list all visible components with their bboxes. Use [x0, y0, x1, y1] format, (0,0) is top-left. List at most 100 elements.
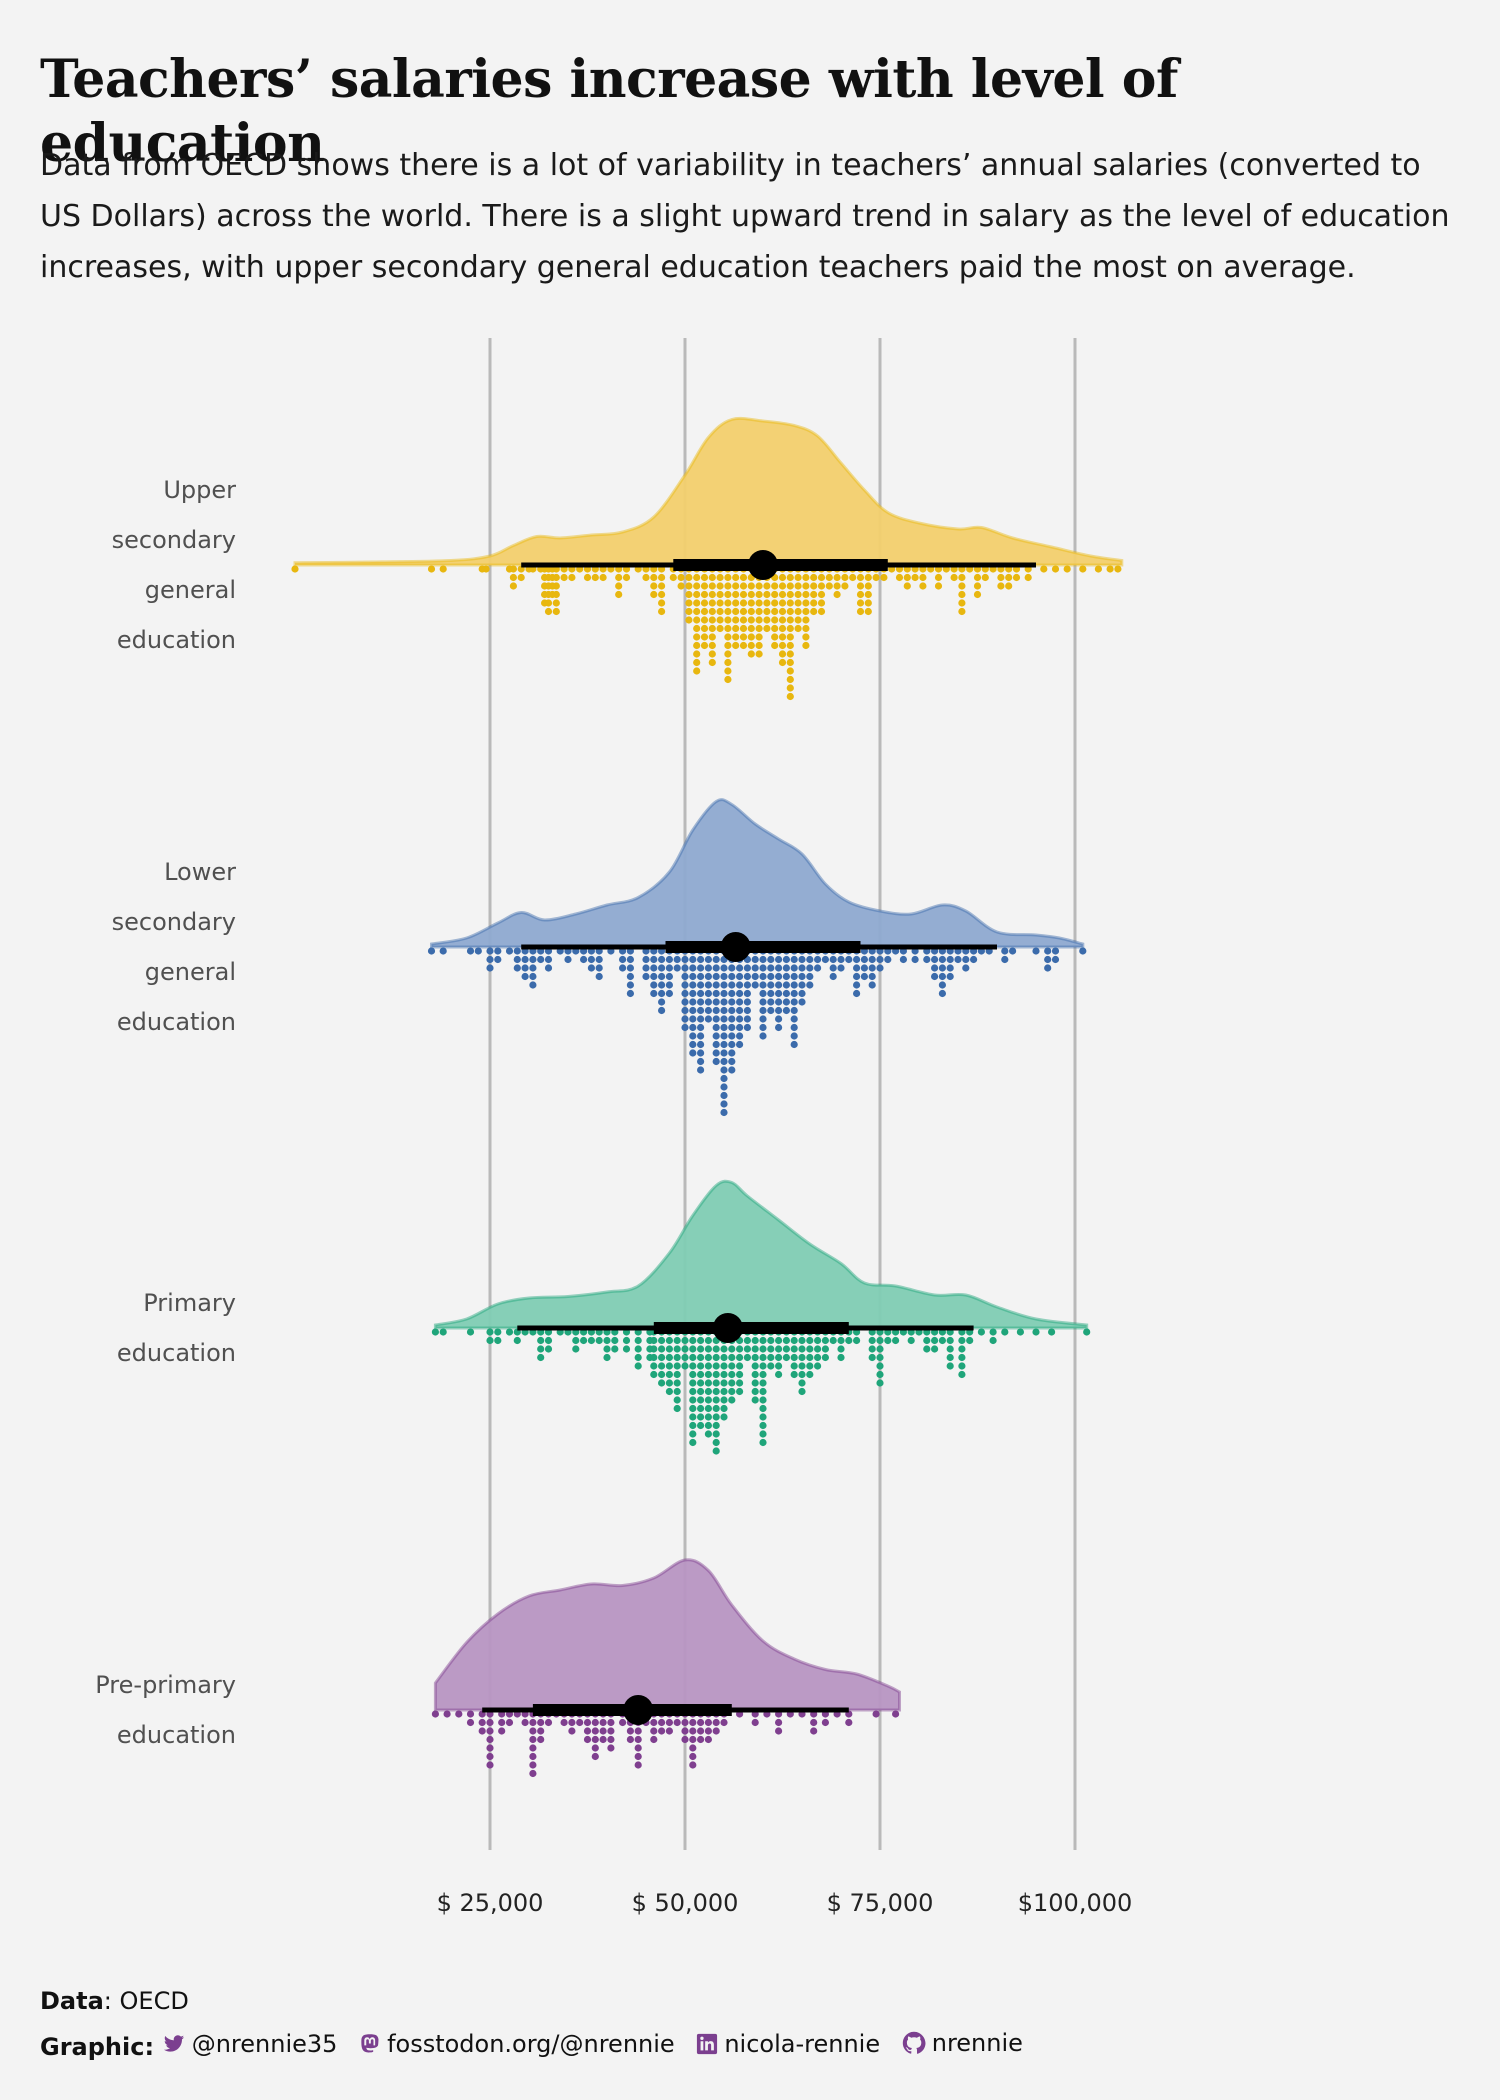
data-dot [728, 1362, 736, 1370]
data-dot [747, 616, 755, 624]
data-dot [689, 1023, 697, 1032]
data-dot [634, 1353, 642, 1362]
data-dot [689, 1353, 697, 1362]
data-dot [794, 573, 802, 582]
data-dot [482, 565, 490, 573]
data-dot [868, 1336, 876, 1345]
data-dot [665, 1336, 674, 1345]
data-dot [884, 1336, 892, 1345]
data-dot [868, 955, 876, 964]
data-dot [693, 590, 701, 599]
data-dot [806, 964, 814, 972]
data-dot [595, 972, 603, 981]
data-dot [427, 565, 436, 573]
data-dot [880, 573, 888, 582]
data-dot [712, 981, 720, 989]
data-dot [658, 972, 666, 981]
data-dot [712, 1345, 720, 1353]
data-dot [552, 582, 560, 590]
data-dot [845, 1336, 853, 1345]
data-dot [864, 573, 872, 582]
data-dot [693, 650, 701, 658]
data-dot [767, 1345, 775, 1353]
data-dot [790, 1362, 798, 1370]
data-dot [693, 616, 701, 624]
data-dot [1048, 1328, 1056, 1336]
data-dot [743, 1345, 752, 1353]
linkedin-credit[interactable]: nicola-rennie [696, 2029, 880, 2059]
data-dot [704, 1718, 713, 1727]
data-dot [665, 989, 674, 998]
data-dot [658, 1336, 666, 1345]
data-dot [494, 955, 502, 964]
data-dot [864, 590, 872, 599]
data-dot [427, 947, 436, 955]
data-dot [689, 1761, 697, 1769]
data-dot [817, 590, 826, 599]
data-dot [650, 972, 658, 981]
twitter-credit[interactable]: @nrennie35 [162, 2029, 337, 2059]
data-dot [658, 998, 666, 1006]
data-dot [767, 981, 775, 989]
data-dot [903, 582, 911, 590]
twitter-icon [163, 2035, 184, 2052]
data-dot [486, 1761, 494, 1769]
data-dot [700, 624, 709, 633]
data-dot [923, 955, 931, 964]
data-dot [521, 1718, 529, 1727]
data-dot [739, 590, 748, 599]
data-dot [853, 972, 861, 981]
data-dot [505, 1718, 514, 1727]
data-dot [603, 1336, 611, 1345]
data-dot [603, 1345, 611, 1353]
data-source: Data: OECD [40, 1986, 189, 2016]
data-dot [981, 573, 989, 582]
data-dot [946, 1353, 954, 1362]
data-dot [498, 1718, 506, 1727]
data-source-label: Data [40, 1987, 104, 2015]
data-dot [712, 1353, 720, 1362]
data-dot [837, 955, 845, 964]
data-dot [817, 599, 826, 607]
data-dot [681, 955, 689, 964]
data-dot [860, 972, 869, 981]
data-dot [958, 590, 966, 599]
data-dot [771, 590, 779, 599]
data-dot [658, 1727, 666, 1735]
data-dot [782, 1345, 791, 1353]
data-dot [794, 616, 802, 624]
data-dot [689, 1744, 697, 1752]
data-dot [650, 989, 658, 998]
data-dot [634, 1761, 642, 1769]
data-dot [665, 972, 674, 981]
mastodon-icon [361, 2034, 379, 2053]
data-dot [778, 590, 787, 599]
data-dot [689, 972, 697, 981]
data-dot [755, 607, 763, 616]
data-dot [954, 955, 962, 964]
data-dot [736, 998, 744, 1006]
data-dot [587, 964, 596, 972]
data-dot [720, 989, 728, 998]
data-dot [868, 964, 876, 972]
data-dot [802, 624, 810, 633]
data-dot [650, 1353, 658, 1362]
linkedin-icon [697, 2033, 718, 2055]
data-dot [997, 573, 1005, 582]
data-dot [868, 1353, 876, 1362]
data-dot [747, 650, 755, 658]
data-dot [806, 1362, 814, 1370]
mastodon-credit[interactable]: fosstodon.org/@nrennie [359, 2029, 675, 2059]
data-dot [689, 998, 697, 1006]
data-dot [759, 1345, 767, 1353]
data-dot [751, 1345, 759, 1353]
data-dot [583, 1727, 592, 1735]
data-dot [825, 582, 833, 590]
github-credit[interactable]: nrennie [902, 2028, 1023, 2058]
data-dot [681, 972, 689, 981]
data-dot [552, 590, 560, 599]
data-dot [704, 1336, 713, 1345]
data-dot [853, 1336, 861, 1345]
data-dot [700, 641, 709, 650]
data-dot [810, 582, 818, 590]
